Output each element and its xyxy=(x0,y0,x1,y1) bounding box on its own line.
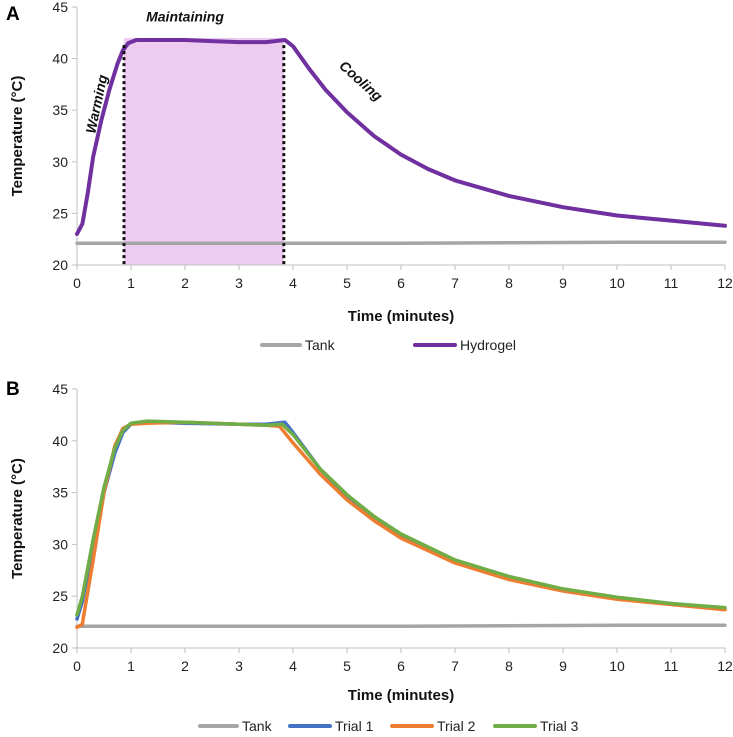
x-tick-label: 5 xyxy=(343,275,351,291)
x-tick-label: 10 xyxy=(609,658,625,674)
x-tick-label: 3 xyxy=(235,658,243,674)
annotation-maintaining: Maintaining xyxy=(146,8,224,24)
x-tick-label: 11 xyxy=(664,658,679,674)
y-tick-label: 25 xyxy=(52,588,68,604)
x-tick-label: 0 xyxy=(73,658,81,674)
legend: Tank Hydrogel xyxy=(260,337,516,353)
panel-letter: B xyxy=(6,379,20,400)
legend-label-tank: Tank xyxy=(242,718,273,734)
y-tick-label: 40 xyxy=(52,51,68,67)
maintaining-region xyxy=(123,37,284,266)
y-axis-title: Temperature (°C) xyxy=(9,458,26,579)
x-tick-label: 4 xyxy=(289,275,297,291)
y-tick-label: 30 xyxy=(52,154,68,170)
x-axis-title: Time (minutes) xyxy=(348,687,454,704)
series-line-tank xyxy=(75,240,727,246)
legend-label-trial-1: Trial 1 xyxy=(335,718,374,734)
annotation-cooling: Cooling xyxy=(336,57,386,104)
x-tick-label: 1 xyxy=(127,658,135,674)
series-line-trial-3 xyxy=(75,419,727,617)
panel-letter: A xyxy=(6,4,20,25)
x-tick-label: 12 xyxy=(717,658,733,674)
y-tick-label: 25 xyxy=(52,205,68,221)
y-tick-label: 30 xyxy=(52,536,68,552)
x-tick-label: 3 xyxy=(235,275,243,291)
x-tick-label: 8 xyxy=(505,275,513,291)
legend-label-trial-2: Trial 2 xyxy=(437,718,476,734)
x-tick-label: 9 xyxy=(559,275,567,291)
x-tick-label: 4 xyxy=(289,658,297,674)
legend: Tank Trial 1 Trial 2 Trial 3 xyxy=(198,718,579,734)
y-tick-label: 45 xyxy=(52,381,68,397)
x-tick-label: 12 xyxy=(717,275,733,291)
series-line-trial-2 xyxy=(75,420,727,630)
x-tick-label: 8 xyxy=(505,658,513,674)
x-tick-label: 1 xyxy=(127,275,135,291)
x-tick-label: 0 xyxy=(73,275,81,291)
y-tick-label: 40 xyxy=(52,433,68,449)
legend-label-trial-3: Trial 3 xyxy=(540,718,579,734)
x-tick-label: 6 xyxy=(397,658,405,674)
y-tick-label: 20 xyxy=(52,640,68,656)
y-tick-label: 45 xyxy=(52,0,68,15)
series-line-trial-1 xyxy=(75,420,727,621)
x-axis-title: Time (minutes) xyxy=(348,308,454,325)
legend-label-hydrogel: Hydrogel xyxy=(460,337,516,353)
x-tick-label: 9 xyxy=(559,658,567,674)
y-tick-label: 35 xyxy=(52,102,68,118)
series-line-tank xyxy=(75,623,727,628)
x-tick-label: 6 xyxy=(397,275,405,291)
y-tick-label: 20 xyxy=(52,257,68,273)
x-tick-label: 7 xyxy=(451,658,459,674)
x-tick-label: 2 xyxy=(181,275,189,291)
legend-label-tank: Tank xyxy=(305,337,336,353)
x-tick-label: 11 xyxy=(664,275,679,291)
x-tick-label: 5 xyxy=(343,658,351,674)
x-tick-label: 7 xyxy=(451,275,459,291)
x-tick-label: 2 xyxy=(181,658,189,674)
series-line-hydrogel xyxy=(75,38,727,236)
y-tick-label: 35 xyxy=(52,485,68,501)
y-axis-title: Temperature (°C) xyxy=(9,76,26,197)
x-tick-label: 10 xyxy=(609,275,625,291)
